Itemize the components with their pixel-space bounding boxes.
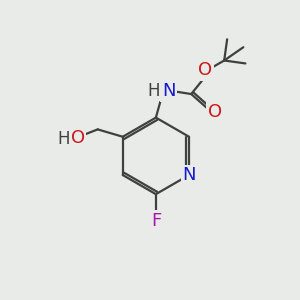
Text: O: O [208, 103, 222, 121]
Text: F: F [151, 212, 161, 230]
Text: N: N [182, 166, 196, 184]
Text: H: H [148, 82, 160, 100]
Text: H: H [58, 130, 70, 148]
Text: O: O [198, 61, 212, 80]
Text: N: N [162, 82, 175, 100]
Text: O: O [71, 129, 85, 147]
